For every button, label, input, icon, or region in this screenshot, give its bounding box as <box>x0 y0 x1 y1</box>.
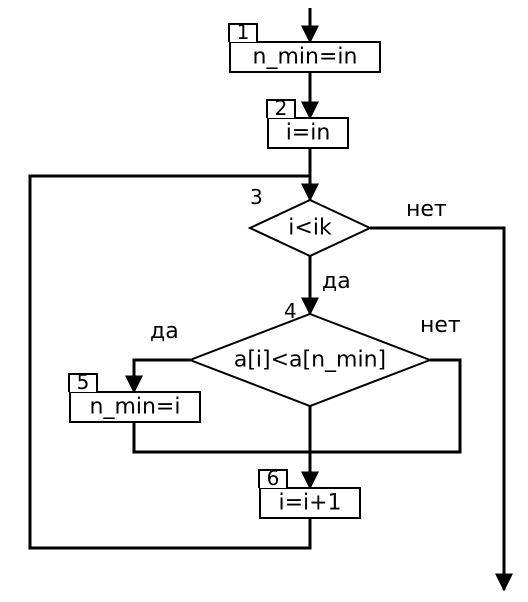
branch-label-d4_no: нет <box>420 313 461 338</box>
node-b6-number: 6 <box>267 466 280 490</box>
node-d4-label: a[i]<a[n_min] <box>234 348 386 373</box>
edge-d3no_exit <box>370 228 504 590</box>
node-d3-label: i<ik <box>288 216 332 241</box>
node-b1: 1n_min=in <box>229 20 380 72</box>
node-b6-label: i=i+1 <box>278 491 341 516</box>
node-d4-number: 4 <box>284 299 297 323</box>
node-b1-label: n_min=in <box>253 45 358 70</box>
node-b1-number: 1 <box>237 20 250 44</box>
node-b2-number: 2 <box>275 96 288 120</box>
node-d4: 4 a[i]<a[n_min] <box>190 299 430 406</box>
edge-d4_b5 <box>134 360 190 392</box>
node-b2-label: i=in <box>286 121 331 146</box>
branch-label-d3_no: нет <box>406 197 447 222</box>
node-b5-number: 5 <box>77 370 90 394</box>
node-b2: 2i=in <box>267 96 348 148</box>
edge-b5_join <box>134 422 310 452</box>
node-b5-label: n_min=i <box>90 395 181 420</box>
branch-label-d3_yes: да <box>322 269 351 294</box>
node-d3-number: 3 <box>250 185 263 209</box>
branch-label-d4_yes: да <box>150 319 179 344</box>
